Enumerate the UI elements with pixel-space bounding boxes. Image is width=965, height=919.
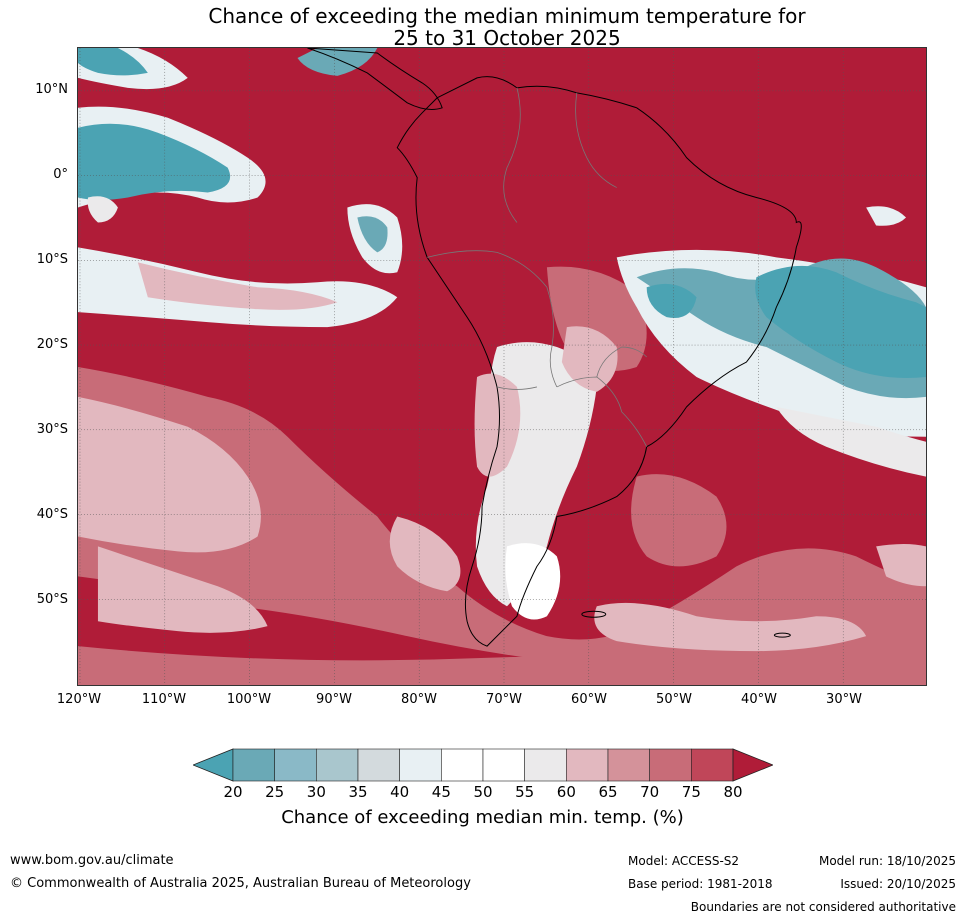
colorbar-label: Chance of exceeding median min. temp. (%… [281, 807, 684, 828]
lon-label-90w: 90°W [316, 692, 352, 707]
zone-atlantic-light [594, 602, 867, 652]
colorbar-tick-25: 25 [265, 783, 285, 801]
colorbar-tick-75: 75 [681, 783, 701, 801]
colorbar-cell-20-25 [232, 748, 275, 782]
map-title-line-2: 25 to 31 October 2025 [393, 26, 621, 50]
colorbar-tick-80: 80 [723, 783, 743, 801]
zone-southern-edge [78, 646, 926, 685]
colorbar-tick-30: 30 [306, 783, 326, 801]
footer-copyright: © Commonwealth of Australia 2025, Austra… [10, 876, 471, 891]
zone-andes-pink [474, 373, 521, 477]
zone-southwest-pink [78, 366, 926, 667]
map-title-line-1: Chance of exceeding the median minimum t… [208, 4, 806, 28]
footer-base-period: Base period: 1981-2018 [628, 877, 773, 891]
colorbar [193, 748, 773, 782]
colorbar-tick-45: 45 [431, 783, 451, 801]
south-america-coastline [396, 76, 802, 647]
footer-url[interactable]: www.bom.gov.au/climate [10, 853, 174, 868]
zone-pacific-nw-teal [78, 48, 148, 76]
zone-south-light [97, 546, 268, 633]
zone-patagonia-white [505, 543, 561, 620]
zone-pacific-band-light [137, 262, 338, 310]
zone-brazil-east-teal [755, 265, 926, 378]
colorbar-tick-60: 60 [556, 783, 576, 801]
lat-label-0: 0° [53, 167, 68, 182]
zone-pacific-small-low [87, 196, 118, 223]
colorbar-high-arrow [732, 748, 773, 782]
colorbar-cell-60-65 [566, 748, 609, 782]
colorbar-cell-55-60 [524, 748, 567, 782]
colorbar-tick-65: 65 [598, 783, 618, 801]
lat-label-50s: 50°S [36, 592, 68, 607]
south-georgia-island [773, 632, 791, 638]
colorbar-cell-45-50 [441, 748, 484, 782]
zone-atlantic-pink [631, 474, 727, 567]
lon-label-80w: 80°W [401, 692, 437, 707]
lon-label-50w: 50°W [656, 692, 692, 707]
zone-south-pacific-light [389, 516, 461, 592]
zone-atlantic-north-low [866, 206, 907, 226]
colorbar-tick-20: 20 [223, 783, 243, 801]
lon-label-120w: 120°W [56, 692, 102, 707]
colorbar-tick-50: 50 [473, 783, 493, 801]
colorbar-low-arrow [193, 748, 234, 782]
lon-label-40w: 40°W [741, 692, 777, 707]
colorbar-cell-35-40 [357, 748, 400, 782]
zone-southwest-light [78, 396, 261, 553]
colorbar-cell-70-75 [649, 748, 692, 782]
lat-label-40s: 40°S [36, 507, 68, 522]
colorbar-cell-75-80 [691, 748, 734, 782]
footer-issued: Issued: 20/10/2025 [840, 877, 956, 891]
colorbar-tick-35: 35 [348, 783, 368, 801]
footer-model-run: Model run: 18/10/2025 [818, 854, 956, 868]
probability-map [77, 47, 927, 686]
colorbar-cell-50-55 [482, 748, 525, 782]
lon-label-100w: 100°W [226, 692, 272, 707]
falkland-islands [581, 610, 607, 618]
colorbar-tick-40: 40 [390, 783, 410, 801]
lon-label-110w: 110°W [141, 692, 187, 707]
lat-label-10s: 10°S [36, 252, 68, 267]
lat-label-20s: 20°S [36, 337, 68, 352]
colorbar-tick-70: 70 [640, 783, 660, 801]
footer-model: Model: ACCESS-S2 [628, 854, 740, 868]
lon-label-30w: 30°W [826, 692, 862, 707]
lon-label-60w: 60°W [571, 692, 607, 707]
lat-label-10n: 10°N [35, 82, 68, 97]
zone-atlantic-neutral [776, 406, 926, 477]
lon-label-70w: 70°W [486, 692, 522, 707]
country-borders [427, 87, 648, 447]
zone-pacific-north-teal-2 [297, 48, 378, 76]
colorbar-cell-40-45 [399, 748, 442, 782]
zone-atlantic-southeast [876, 543, 926, 587]
colorbar-tick-55: 55 [515, 783, 535, 801]
colorbar-cell-25-30 [274, 748, 317, 782]
zone-brazil-inner-low [646, 283, 697, 318]
graticule [78, 48, 926, 685]
central-america-coastline [307, 48, 443, 110]
footer-disclaimer: Boundaries are not considered authoritat… [690, 900, 956, 914]
colorbar-cell-30-35 [316, 748, 359, 782]
colorbar-cells [232, 748, 734, 782]
zone-bolivia-light [561, 326, 618, 392]
lat-label-30s: 30°S [36, 422, 68, 437]
colorbar-cell-65-70 [607, 748, 650, 782]
zone-pacific-north-teal [78, 123, 231, 201]
zone-pacific-equator-teal [357, 216, 388, 253]
